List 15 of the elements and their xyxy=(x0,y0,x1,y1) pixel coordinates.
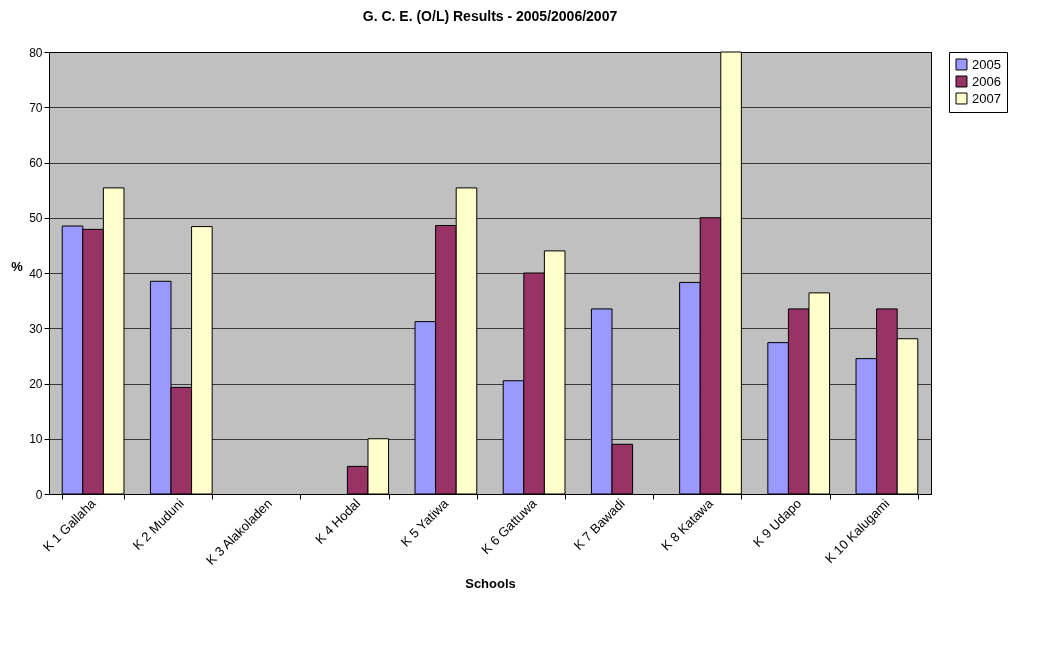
y-tick-label: 40 xyxy=(29,266,43,281)
legend-label: 2006 xyxy=(972,73,1001,89)
legend-label: 2007 xyxy=(972,90,1001,106)
y-tick-label: 70 xyxy=(29,100,43,115)
legend-label: 2005 xyxy=(972,56,1001,72)
y-tick-label: 0 xyxy=(35,487,43,502)
chart-title: G. C. E. (O/L) Results - 2005/2006/2007 xyxy=(362,8,618,24)
y-tick-label: 60 xyxy=(29,156,43,170)
y-tick-label: 10 xyxy=(29,432,43,447)
y-axis-title: % xyxy=(11,258,24,274)
y-tick-label: 20 xyxy=(29,377,43,391)
y-tick-label: 80 xyxy=(29,45,43,60)
x-axis-title: Schools xyxy=(465,576,516,592)
y-tick-label: 30 xyxy=(29,321,43,336)
y-tick-label: 50 xyxy=(29,211,43,226)
